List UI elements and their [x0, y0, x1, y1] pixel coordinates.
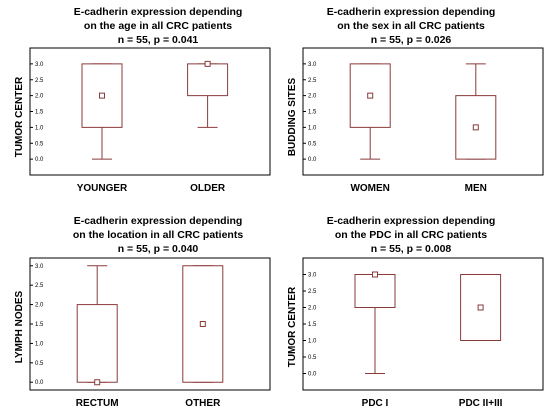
median-marker	[204, 60, 211, 67]
box-group	[354, 271, 502, 374]
y-tick-labels: 0.0 0.5 1.0 1.5 2.0 2.5 3.0	[303, 62, 317, 163]
y-tick-label: 2.0	[35, 94, 44, 100]
y-tick-label: 3.0	[308, 273, 317, 279]
y-tick-label: 0.0	[308, 157, 317, 163]
panel-title-line2: on the location in all CRC patients	[73, 229, 244, 241]
median-marker	[367, 92, 374, 99]
y-tick-label: 0.0	[35, 380, 44, 386]
box-2	[187, 60, 229, 128]
y-tick-label: 3.0	[35, 264, 44, 270]
category-label-2: PDC II+III	[459, 398, 503, 409]
y-tick-label: 1.5	[35, 322, 44, 328]
box-group	[349, 63, 497, 160]
y-tick-label: 2.0	[308, 306, 317, 312]
y-tick-label: 1.5	[308, 110, 317, 116]
median-marker	[94, 379, 101, 386]
y-tick-label: 3.0	[308, 62, 317, 68]
y-axis-label: TUMOR CENTER	[14, 76, 25, 157]
category-label-2: OTHER	[185, 398, 221, 409]
y-tick-label: 2.5	[35, 78, 44, 84]
y-axis-label: BUDDING SITES	[287, 78, 298, 157]
panel-title-line1: E-cadherin expression depending	[327, 6, 496, 18]
plot-frame	[29, 257, 271, 391]
category-label-2: MEN	[465, 183, 487, 194]
y-axis-label: TUMOR CENTER	[287, 286, 298, 367]
panel-title-line3: n = 55, p = 0.026	[371, 34, 452, 46]
y-tick-labels: 0.0 0.5 1.0 1.5 2.0 2.5 3.0	[30, 62, 44, 163]
plot-frame	[302, 257, 544, 391]
y-axis-label: LYMPH NODES	[14, 290, 25, 363]
y-tick-labels: 0.0 0.5 1.0 1.5 2.0 2.5 3.0	[30, 264, 44, 386]
box-1	[354, 271, 396, 374]
plot-frame	[302, 47, 544, 176]
panel-age: E-cadherin expression depending on the a…	[14, 6, 271, 194]
y-tick-label: 2.0	[308, 94, 317, 100]
y-tick-labels: 0.0 0.5 1.0 1.5 2.0 2.5 3.0	[303, 273, 317, 378]
category-label-1: RECTUM	[76, 398, 119, 409]
panel-title-line1: E-cadherin expression depending	[327, 215, 496, 227]
iqr-box	[354, 274, 396, 308]
panel-pdc: E-cadherin expression depending on the P…	[287, 215, 544, 409]
y-tick-label: 2.5	[35, 283, 44, 289]
plot-frame	[29, 47, 271, 176]
panel-location: E-cadherin expression depending on the l…	[14, 215, 271, 409]
median-marker	[477, 304, 484, 311]
y-tick-label: 0.0	[35, 157, 44, 163]
panel-sex: E-cadherin expression depending on the s…	[287, 6, 544, 194]
y-tick-label: 0.5	[35, 141, 44, 147]
median-marker	[372, 271, 378, 278]
box-2	[455, 63, 497, 160]
y-tick-label: 1.0	[35, 125, 44, 131]
y-tick-label: 0.5	[308, 355, 317, 361]
panel-title-line3: n = 55, p = 0.041	[118, 34, 199, 46]
panel-title-line2: on the sex in all CRC patients	[337, 20, 485, 32]
panel-title-line3: n = 55, p = 0.040	[118, 243, 199, 255]
panel-title-line1: E-cadherin expression depending	[74, 6, 243, 18]
y-tick-label: 1.5	[308, 322, 317, 328]
y-tick-label: 0.5	[35, 361, 44, 367]
category-label-1: WOMEN	[350, 183, 389, 194]
panel-title-line3: n = 55, p = 0.008	[371, 243, 452, 255]
box-2	[460, 274, 502, 341]
median-marker	[472, 124, 479, 131]
y-tick-label: 1.0	[308, 125, 317, 131]
box-group	[81, 60, 229, 160]
y-tick-label: 1.0	[308, 339, 317, 345]
category-label-1: YOUNGER	[77, 183, 128, 194]
y-tick-label: 2.5	[308, 289, 317, 295]
box-1	[349, 63, 391, 160]
y-tick-label: 1.5	[35, 110, 44, 116]
iqr-box	[187, 63, 229, 97]
category-label-2: OLDER	[190, 183, 226, 194]
panel-title-line2: on the PDC in all CRC patients	[335, 229, 487, 241]
iqr-box	[76, 304, 118, 383]
panel-title-line1: E-cadherin expression depending	[74, 215, 243, 227]
y-tick-label: 2.0	[35, 303, 44, 309]
median-marker	[199, 321, 206, 327]
panel-title-line2: on the age in all CRC patients	[84, 20, 232, 32]
box-1	[81, 63, 123, 160]
box-1	[76, 265, 118, 386]
y-tick-label: 1.0	[35, 341, 44, 347]
y-tick-label: 0.5	[308, 141, 317, 147]
y-tick-label: 3.0	[35, 62, 44, 68]
median-marker	[99, 92, 105, 99]
category-label-1: PDC I	[362, 398, 389, 409]
box-group	[76, 265, 224, 386]
box-2	[182, 265, 224, 383]
y-tick-label: 2.5	[308, 78, 317, 84]
y-tick-label: 0.0	[308, 372, 317, 378]
